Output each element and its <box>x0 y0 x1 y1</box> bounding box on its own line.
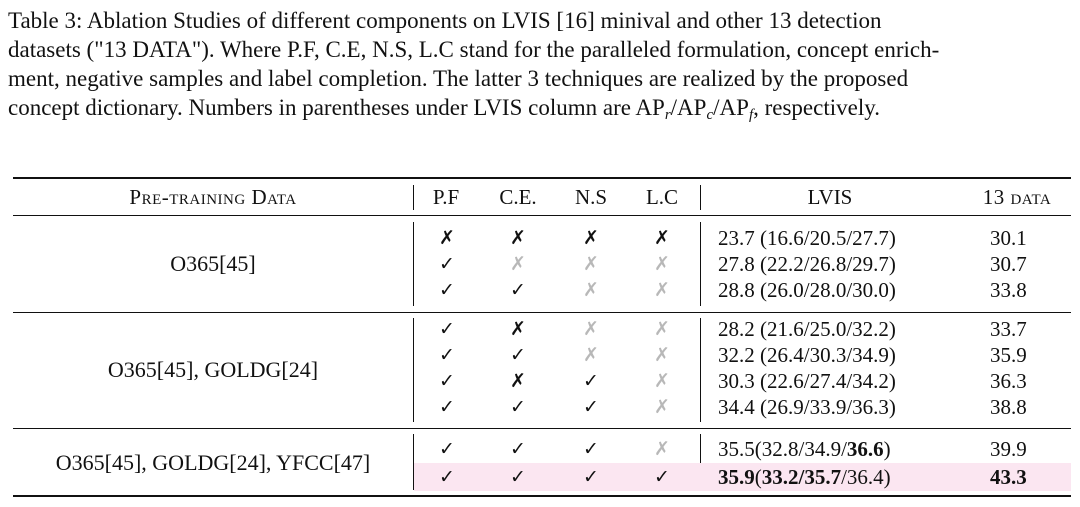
ce-cross-icon: ✗ <box>510 253 526 275</box>
header-ns: N.S <box>574 185 608 209</box>
data13-value: 33.8 <box>990 278 1027 302</box>
group3-divider-right <box>700 434 701 490</box>
table-caption: Table 3: Ablation Studies of different c… <box>8 6 1072 123</box>
ce-cross-icon: ✗ <box>510 370 526 392</box>
group-label-o365-goldg: O365[45], GOLDG[24] <box>107 357 319 382</box>
pf-check-icon: ✓ <box>439 396 455 418</box>
caption-line-3: ment, negative samples and label complet… <box>8 66 909 91</box>
header-ce: C.E. <box>499 185 537 209</box>
lvis-value: 35.5(32.8/34.9/36.6) <box>718 437 891 461</box>
header-divider-right <box>700 185 701 210</box>
header-13-data: 13 data <box>982 185 1052 209</box>
group-divider-2 <box>13 428 1071 429</box>
data13-value: 30.1 <box>990 226 1027 250</box>
caption-line-2: datasets ("13 DATA"). Where P.F, C.E, N.… <box>8 37 940 62</box>
caption-line-4: concept dictionary. Numbers in parenthes… <box>8 95 880 123</box>
ns-cross-icon: ✗ <box>583 279 599 301</box>
pf-check-icon: ✓ <box>439 438 455 460</box>
data13-value: 38.8 <box>990 395 1027 419</box>
ns-check-icon: ✓ <box>583 466 599 488</box>
pf-check-icon: ✓ <box>439 466 455 488</box>
pf-check-icon: ✓ <box>439 253 455 275</box>
pf-check-icon: ✓ <box>439 279 455 301</box>
group-label-o365-goldg-yfcc: O365[45], GOLDG[24], YFCC[47] <box>55 450 371 475</box>
lvis-value: 23.7 (16.6/20.5/27.7) <box>718 226 896 250</box>
header-pretraining-data: Pre-training Data <box>129 185 297 209</box>
lvis-value: 35.9(33.2/35.7/36.4) <box>718 465 891 489</box>
lc-cross-icon: ✗ <box>654 253 670 275</box>
ce-cross-icon: ✗ <box>510 227 526 249</box>
group1-divider-right <box>700 222 701 306</box>
data13-value: 35.9 <box>990 343 1027 367</box>
ns-cross-icon: ✗ <box>583 227 599 249</box>
group2-divider-right <box>700 318 701 422</box>
lc-cross-icon: ✗ <box>654 344 670 366</box>
ns-cross-icon: ✗ <box>583 318 599 340</box>
lc-cross-icon: ✗ <box>654 438 670 460</box>
pf-cross-icon: ✗ <box>439 227 455 249</box>
data13-value: 36.3 <box>990 369 1027 393</box>
lvis-value: 34.4 (26.9/33.9/36.3) <box>718 395 896 419</box>
group1-divider-left <box>413 222 414 306</box>
ce-check-icon: ✓ <box>510 466 526 488</box>
ns-check-icon: ✓ <box>583 370 599 392</box>
lvis-value: 27.8 (22.2/26.8/29.7) <box>718 252 896 276</box>
lc-cross-icon: ✗ <box>654 279 670 301</box>
ce-check-icon: ✓ <box>510 396 526 418</box>
lvis-value: 28.8 (26.0/28.0/30.0) <box>718 278 896 302</box>
lvis-value: 28.2 (21.6/25.0/32.2) <box>718 317 896 341</box>
group3-divider-left <box>413 434 414 490</box>
ce-check-icon: ✓ <box>510 279 526 301</box>
ce-cross-icon: ✗ <box>510 318 526 340</box>
group2-divider-left <box>413 318 414 422</box>
ns-cross-icon: ✗ <box>583 344 599 366</box>
ns-check-icon: ✓ <box>583 396 599 418</box>
lvis-value: 30.3 (22.6/27.4/34.2) <box>718 369 896 393</box>
best-row-highlight <box>414 463 1071 491</box>
ns-check-icon: ✓ <box>583 438 599 460</box>
data13-value: 39.9 <box>990 437 1027 461</box>
lc-cross-icon: ✗ <box>654 370 670 392</box>
header-pf: P.F <box>432 185 460 209</box>
group-divider-1 <box>13 312 1071 313</box>
data13-value: 43.3 <box>990 465 1027 489</box>
pf-check-icon: ✓ <box>439 344 455 366</box>
caption-line-1: Table 3: Ablation Studies of different c… <box>8 8 882 33</box>
header-divider-left <box>413 185 414 210</box>
ce-check-icon: ✓ <box>510 344 526 366</box>
ce-check-icon: ✓ <box>510 438 526 460</box>
group-label-o365: O365[45] <box>170 251 256 276</box>
lvis-value: 32.2 (26.4/30.3/34.9) <box>718 343 896 367</box>
table-header-rule <box>13 215 1071 216</box>
header-lc: L.C <box>645 185 679 209</box>
data13-value: 33.7 <box>990 317 1027 341</box>
table-top-rule <box>13 177 1071 179</box>
header-lvis: LVIS <box>807 185 853 209</box>
pf-check-icon: ✓ <box>439 370 455 392</box>
data13-value: 30.7 <box>990 252 1027 276</box>
table-bottom-rule <box>13 495 1071 497</box>
ns-cross-icon: ✗ <box>583 253 599 275</box>
lc-cross-icon: ✗ <box>654 318 670 340</box>
lc-cross-icon: ✗ <box>654 227 670 249</box>
pf-check-icon: ✓ <box>439 318 455 340</box>
lc-cross-icon: ✗ <box>654 396 670 418</box>
lc-check-icon: ✓ <box>654 466 670 488</box>
